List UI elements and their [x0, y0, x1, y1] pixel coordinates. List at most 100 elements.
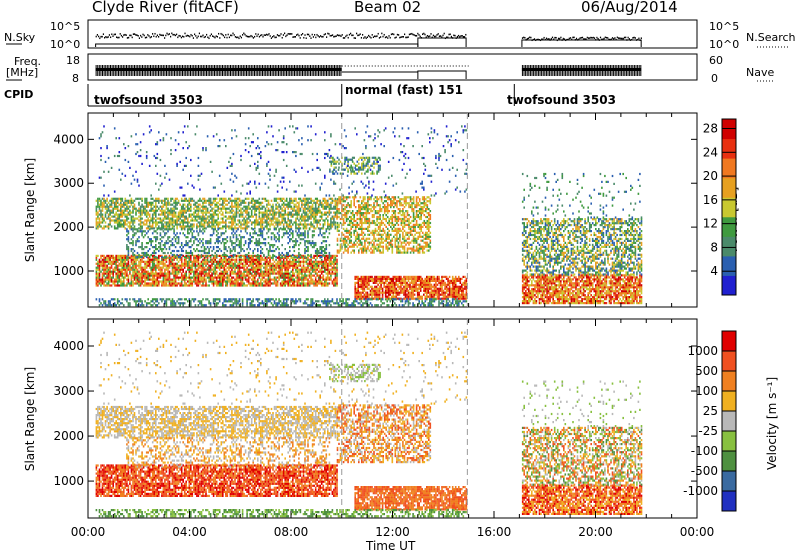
heatmap-cell — [115, 272, 117, 275]
heatmap-cell — [334, 262, 337, 265]
trace-point — [137, 35, 139, 37]
heatmap-cell — [293, 249, 296, 253]
heatmap-cell — [336, 213, 338, 216]
heatmap-cell — [180, 258, 183, 261]
heatmap-cell — [159, 280, 162, 283]
heatmap-cell — [153, 274, 156, 277]
heatmap-cell — [287, 213, 289, 216]
heatmap-cell — [317, 262, 320, 265]
heatmap-cell — [199, 199, 201, 202]
heatmap-cell — [109, 284, 111, 287]
heatmap-cell — [293, 240, 296, 243]
nsearch-segment — [417, 37, 467, 47]
heatmap-cell — [174, 280, 177, 283]
heatmap-cell — [126, 266, 128, 269]
heatmap-cell — [225, 272, 227, 275]
heatmap-cell — [193, 270, 195, 273]
heatmap-cell — [325, 201, 328, 204]
heatmap-cell — [124, 219, 127, 222]
heatmap-cell — [281, 272, 283, 275]
heatmap-cell — [170, 251, 172, 255]
heatmap-cell — [214, 213, 216, 216]
heatmap-cell — [328, 209, 331, 212]
heatmap-cell — [313, 256, 315, 259]
heatmap-cell — [331, 256, 334, 259]
trace-point — [634, 37, 636, 39]
heatmap-cell — [97, 205, 99, 208]
heatmap-cell — [130, 215, 133, 218]
heatmap-cell — [330, 272, 332, 275]
heatmap-cell — [162, 244, 165, 247]
heatmap-cell — [191, 253, 194, 257]
heatmap-cell — [101, 266, 104, 269]
heatmap-cell — [165, 278, 168, 281]
heatmap-cell — [165, 215, 168, 218]
heatmap-cell — [311, 209, 314, 212]
heatmap-cell — [179, 253, 181, 257]
trace-point — [236, 36, 238, 39]
heatmap-cell — [301, 217, 303, 220]
trace-point — [174, 34, 177, 37]
heatmap-cell — [257, 219, 259, 222]
heatmap-cell — [121, 280, 124, 283]
heatmap-cell — [269, 272, 271, 275]
heatmap-cell — [155, 264, 157, 267]
heatmap-cell — [254, 219, 256, 222]
heatmap-cell — [202, 254, 204, 257]
trace-point — [351, 34, 353, 37]
heatmap-cell — [325, 282, 328, 285]
heatmap-cell — [263, 262, 265, 265]
heatmap-cell — [165, 268, 168, 271]
heatmap-cell — [285, 262, 288, 265]
heatmap-cell — [203, 227, 206, 230]
trace-point — [150, 36, 153, 38]
heatmap-cell — [269, 228, 271, 231]
heatmap-cell — [177, 264, 180, 267]
heatmap-cell — [174, 268, 177, 271]
heatmap-cell — [197, 240, 200, 243]
heatmap-cell — [314, 264, 317, 267]
trace-point — [429, 35, 431, 37]
heatmap-cell — [103, 260, 105, 263]
heatmap-cell — [196, 278, 198, 281]
trace-point — [126, 37, 129, 39]
heatmap-cell — [148, 225, 151, 228]
heatmap-cell — [109, 217, 111, 220]
heatmap-cell — [316, 274, 318, 277]
heatmap-cell — [226, 258, 229, 261]
heatmap-cell — [302, 207, 305, 210]
heatmap-cell — [127, 258, 130, 261]
heatmap-cell — [232, 276, 235, 279]
heatmap-cell — [133, 270, 136, 273]
heatmap-cell — [278, 238, 280, 241]
heatmap-cell — [267, 209, 270, 212]
heatmap-cell — [127, 278, 130, 281]
heatmap-cell — [147, 230, 149, 233]
heatmap-cell — [229, 199, 232, 202]
heatmap-cell — [113, 266, 116, 269]
heatmap-cell — [173, 253, 175, 257]
heatmap-cell — [145, 262, 148, 265]
heatmap-cell — [118, 284, 121, 287]
heatmap-cell — [124, 254, 127, 257]
heatmap-cell — [302, 268, 305, 271]
heatmap-cell — [116, 221, 119, 224]
heatmap-cell — [298, 225, 300, 228]
heatmap-cell — [225, 276, 227, 279]
heatmap-cell — [183, 260, 186, 263]
heatmap-cell — [261, 217, 264, 220]
trace-point — [203, 36, 205, 39]
heatmap-cell — [223, 251, 226, 255]
heatmap-cell — [142, 274, 145, 277]
heatmap-cell — [155, 213, 157, 216]
heatmap-cell — [202, 242, 204, 245]
heatmap-cell — [222, 238, 224, 241]
heatmap-cell — [310, 258, 312, 261]
trace-point — [180, 36, 183, 39]
heatmap-cell — [182, 232, 184, 235]
heatmap-cell — [161, 258, 163, 261]
heatmap-cell — [144, 251, 146, 255]
heatmap-cell — [159, 266, 162, 269]
heatmap-cell — [120, 223, 122, 226]
heatmap-cell — [156, 232, 159, 235]
